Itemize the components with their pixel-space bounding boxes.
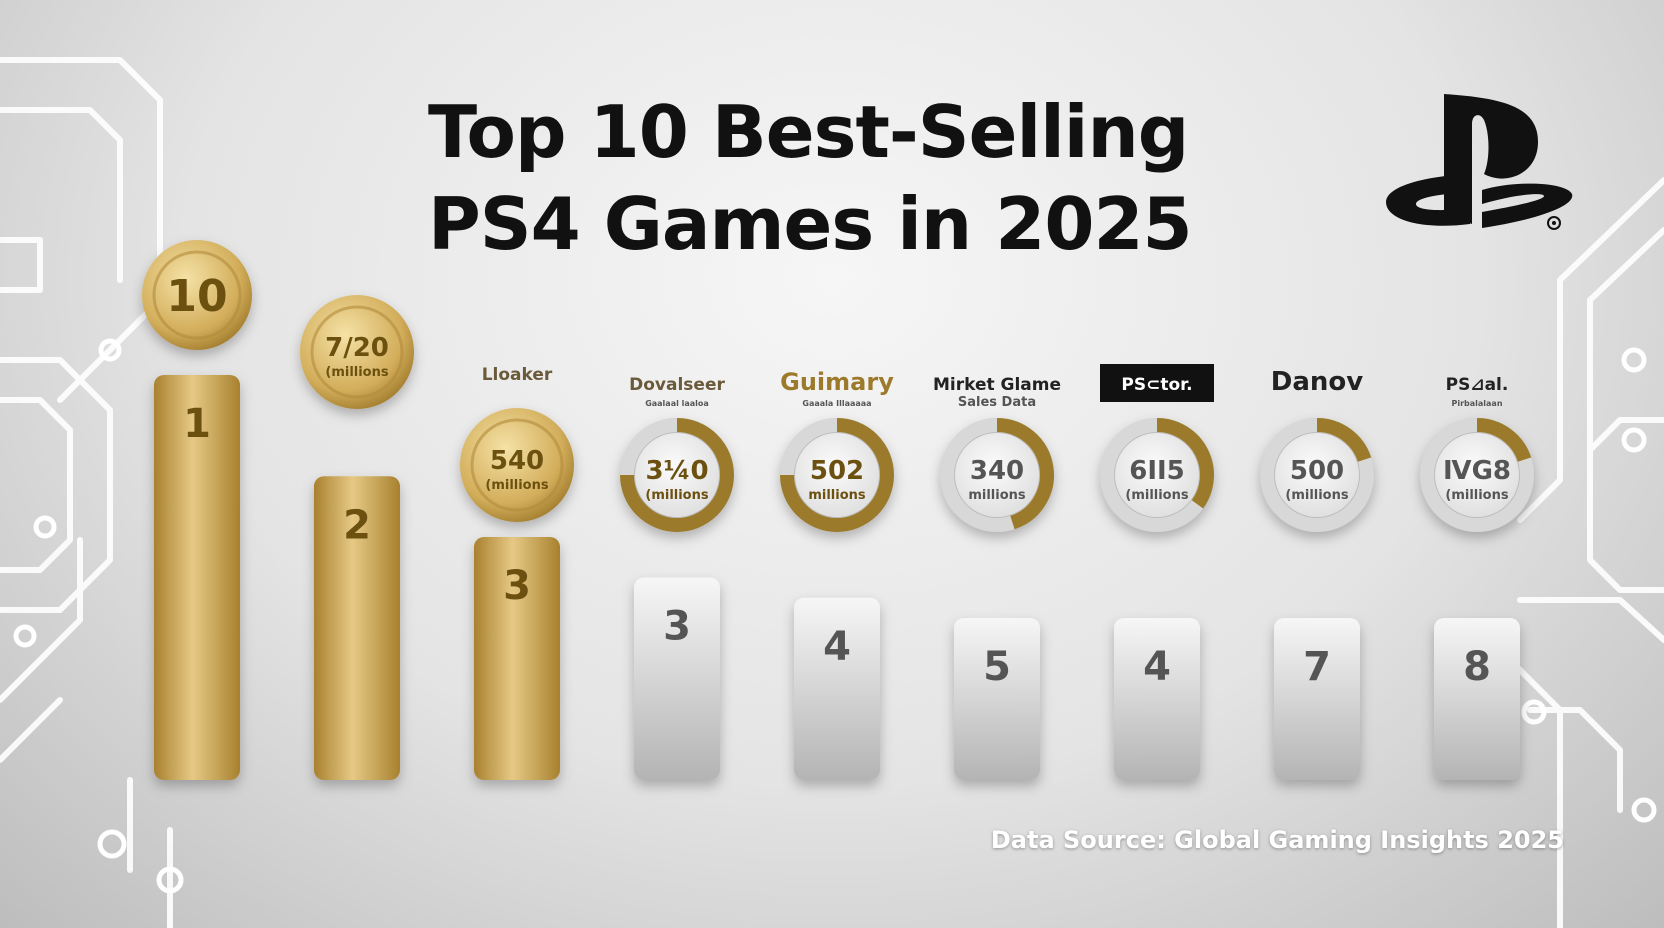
- badge-value: 540: [490, 446, 544, 476]
- chart-title: Top 10 Best-Selling PS4 Games in 2025: [428, 86, 1248, 270]
- game-name-label: Lloaker: [482, 365, 553, 385]
- badge-value: 10: [166, 271, 227, 322]
- bar-rank-label: 8: [1463, 644, 1491, 690]
- bar-8: [1274, 618, 1360, 780]
- value-ring-arc: [780, 418, 894, 532]
- value-ring-arc: [996, 418, 1054, 530]
- bar-5: [794, 597, 880, 780]
- value-badge: ⅣG8 (millions: [1420, 418, 1534, 532]
- badge-unit: (millions: [1445, 488, 1508, 503]
- game-name-label: Dovalseer: [629, 375, 725, 395]
- bar-7: [1114, 618, 1200, 780]
- value-badge: 340 millions: [940, 418, 1054, 532]
- badge-unit: millions: [808, 488, 866, 503]
- title-line-1: Top 10 Best-Selling: [428, 90, 1189, 174]
- bar-2: [314, 476, 400, 780]
- bar-rank-label: 2: [343, 502, 371, 548]
- badge-value: 502: [810, 456, 864, 486]
- bar-3: [474, 537, 560, 780]
- badge-unit: (millions: [325, 365, 388, 380]
- game-name-label: Mirket Glame: [933, 375, 1061, 395]
- value-badge: 3¼0 (millions: [620, 418, 734, 532]
- bar-rank-label: 3: [663, 604, 691, 650]
- badge-value: 500: [1290, 456, 1344, 486]
- badge-unit: (millions: [1125, 488, 1188, 503]
- playstation-logo-icon: [1386, 94, 1573, 230]
- bar-rank-label: 4: [1143, 644, 1171, 690]
- bar-4: [634, 577, 720, 780]
- game-name-label: Danov: [1271, 367, 1363, 397]
- badge-value: 6II5: [1129, 456, 1185, 486]
- value-ring-arc: [1476, 418, 1532, 463]
- badge-unit: (millions: [1285, 488, 1348, 503]
- value-badge: 7/20 (millions: [300, 295, 414, 409]
- header-badge-bg: [1100, 364, 1214, 402]
- bar-rank-label: 4: [823, 624, 851, 670]
- value-badge: 502 millions: [780, 418, 894, 532]
- value-ring-arc: [1156, 418, 1214, 509]
- bar-6: [954, 618, 1040, 780]
- bar-rank-label: 7: [1303, 644, 1331, 690]
- game-name-label: Guimary: [780, 368, 894, 396]
- game-sub-label: Gaalaal laaloa: [645, 399, 709, 408]
- value-badge: 540 (millions: [460, 408, 574, 522]
- badge-unit: millions: [968, 488, 1026, 503]
- value-ring-arc: [1316, 418, 1372, 463]
- bar-1: [154, 375, 240, 780]
- badge-value: 7/20: [325, 333, 389, 363]
- game-sub-label: Sales Data: [958, 395, 1036, 410]
- badge-unit: (millions: [645, 488, 708, 503]
- game-sub-label: Gaaala Illaaaaa: [802, 399, 871, 408]
- value-ring-arc: [620, 418, 734, 532]
- value-badge: 6II5 (millions: [1100, 418, 1214, 532]
- game-sub-label: Pirbalalaan: [1451, 399, 1502, 408]
- game-name-label: PS⊂tor.: [1121, 375, 1192, 395]
- game-name-label: PS⊿al.: [1446, 375, 1509, 395]
- title-line-2: PS4 Games in 2025: [428, 182, 1193, 266]
- value-badge: 500 (millions: [1260, 418, 1374, 532]
- badge-value: 3¼0: [645, 456, 708, 486]
- bar-rank-label: 3: [503, 563, 531, 609]
- data-source: Data Source: Global Gaming Insights 2025: [990, 826, 1564, 854]
- badge-value: ⅣG8: [1443, 456, 1511, 486]
- badge-value: 340: [970, 456, 1024, 486]
- bar-rank-label: 1: [183, 401, 211, 447]
- value-badge: 10: [142, 240, 252, 350]
- bar-9: [1434, 618, 1520, 780]
- bar-rank-label: 5: [983, 644, 1011, 690]
- badge-unit: (millions: [485, 478, 548, 493]
